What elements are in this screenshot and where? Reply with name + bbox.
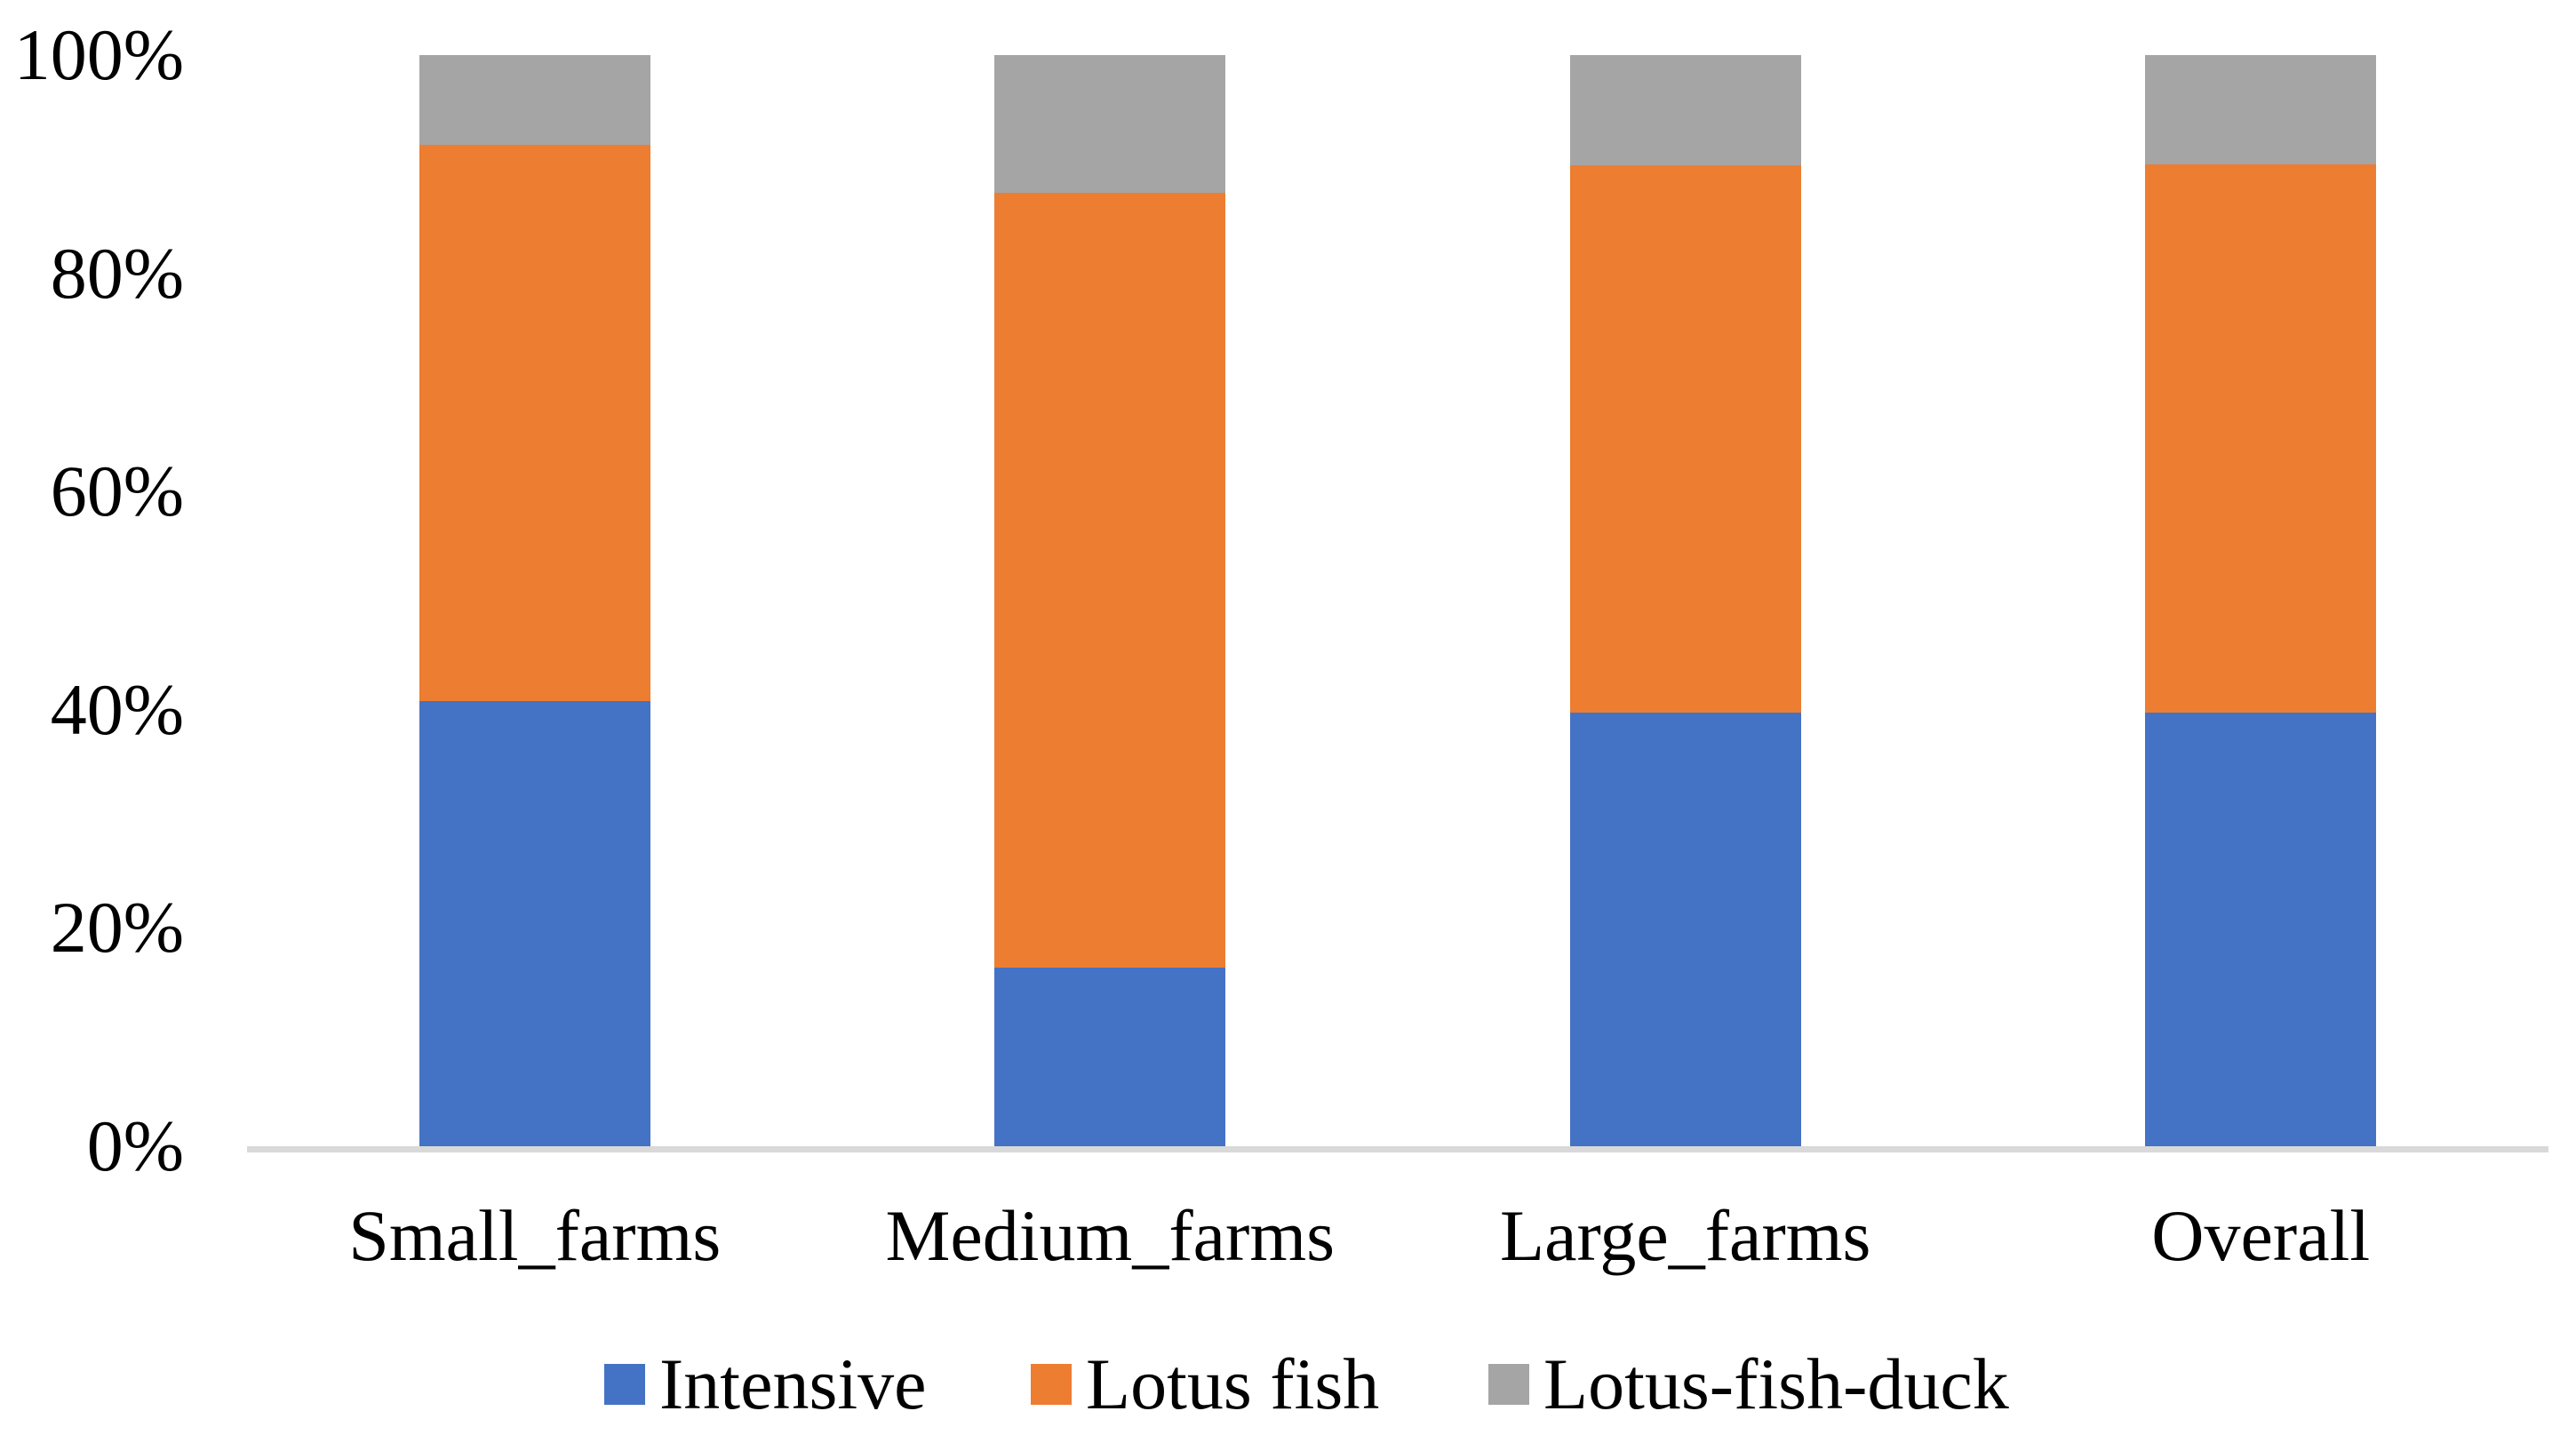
segment-intensive-large-farms — [1569, 713, 1801, 1146]
segment-lotus-fish-duck-medium-farms — [994, 55, 1226, 193]
segment-lotus-fish-duck-overall — [2145, 55, 2377, 164]
x-category-label-small-farms: Small_farms — [348, 1195, 722, 1276]
segment-intensive-medium-farms — [994, 967, 1226, 1146]
segment-lotus-fish-large-farms — [1569, 165, 1801, 714]
legend-marker-intensive-icon — [604, 1364, 645, 1405]
x-category-label-overall: Overall — [2151, 1195, 2371, 1276]
y-tick-label-0: 0% — [86, 1105, 184, 1186]
y-tick-label-60: 60% — [50, 450, 184, 532]
y-tick-label-40: 40% — [50, 668, 184, 750]
legend-item-lotus-fish-duck: Lotus-fish-duck — [1488, 1335, 2009, 1433]
bar-medium-farms — [994, 55, 1226, 1146]
bar-overall — [2145, 55, 2377, 1146]
bar-small-farms — [419, 55, 650, 1146]
segment-lotus-fish-medium-farms — [994, 192, 1226, 968]
legend-label-intensive: Intensive — [659, 1343, 927, 1424]
x-axis-line — [247, 1146, 2548, 1152]
segment-intensive-overall — [2145, 713, 2377, 1146]
segment-intensive-small-farms — [419, 700, 650, 1146]
segment-lotus-fish-duck-small-farms — [419, 55, 650, 145]
y-tick-label-20: 20% — [50, 887, 184, 969]
legend-marker-lotus-fish-icon — [1031, 1364, 1072, 1405]
segment-lotus-fish-small-farms — [419, 144, 650, 701]
x-category-label-medium-farms: Medium_farms — [885, 1195, 1336, 1276]
legend-marker-lotus-fish-duck-icon — [1488, 1364, 1529, 1405]
plot-area — [247, 55, 2548, 1152]
segment-lotus-fish-overall — [2145, 163, 2377, 714]
legend-label-lotus-fish-duck: Lotus-fish-duck — [1543, 1343, 2009, 1424]
x-category-label-large-farms: Large_farms — [1500, 1195, 1871, 1276]
legend-item-lotus-fish: Lotus fish — [1031, 1335, 1379, 1433]
y-tick-label-80: 80% — [50, 232, 184, 314]
bar-large-farms — [1569, 55, 1801, 1146]
segment-lotus-fish-duck-large-farms — [1569, 55, 1801, 166]
y-tick-label-100: 100% — [13, 14, 184, 95]
legend-item-intensive: Intensive — [604, 1335, 927, 1433]
legend-label-lotus-fish: Lotus fish — [1086, 1343, 1380, 1424]
